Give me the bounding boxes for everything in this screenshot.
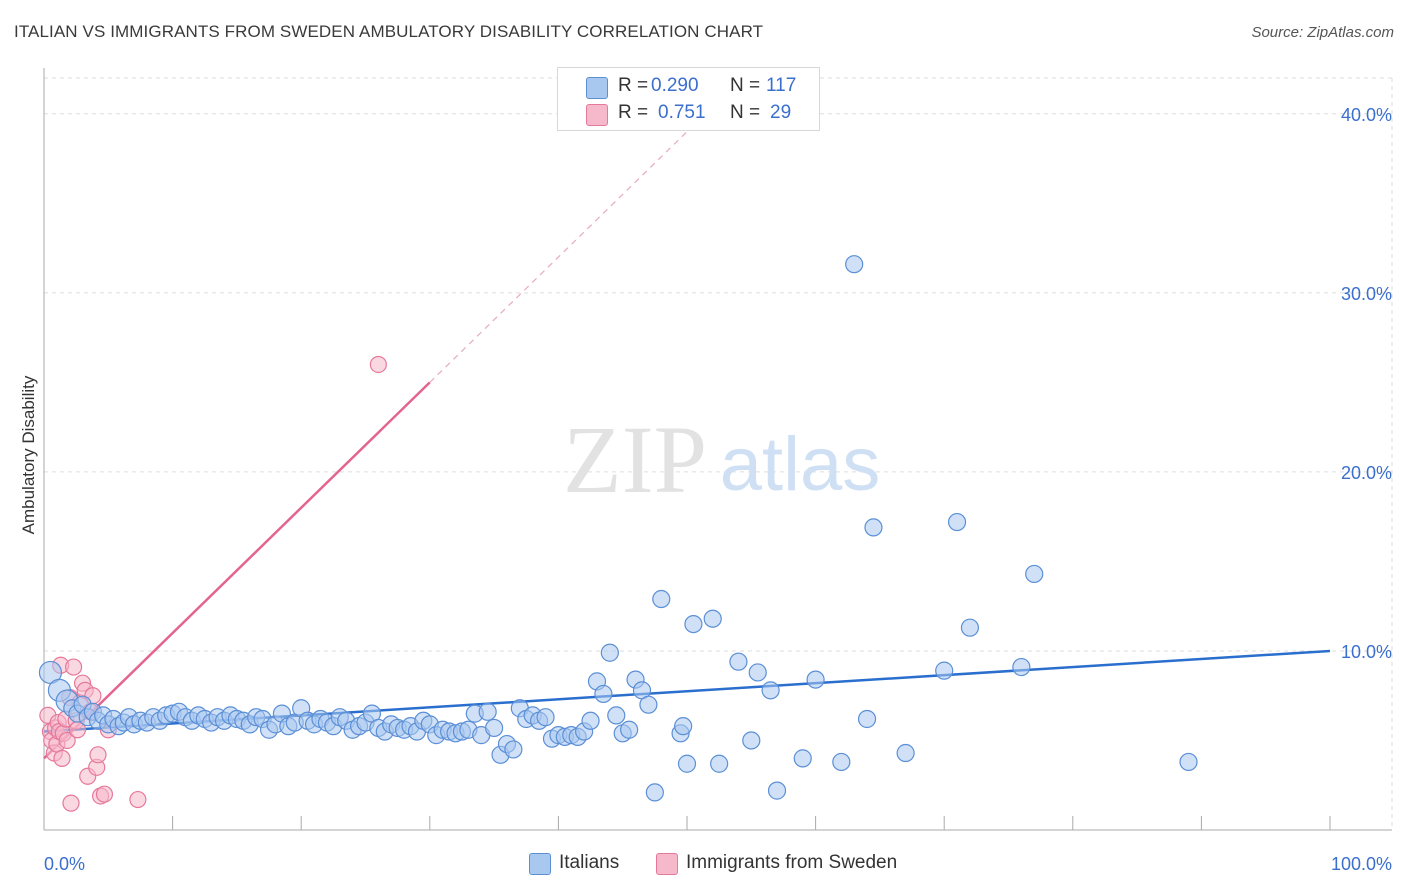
correlation-legend: R = 0.290 N = 117 R = 0.751 N = 29	[557, 67, 820, 131]
tick-labels: 10.0% 20.0% 30.0% 40.0% 0.0% 100.0%	[44, 105, 1392, 874]
italians-point	[684, 614, 703, 634]
sweden-point	[129, 790, 147, 809]
italians-point	[620, 720, 639, 739]
italians-point	[806, 670, 825, 689]
italians-point	[652, 589, 671, 609]
r-value: 0.751	[658, 102, 706, 123]
italians-point	[536, 708, 555, 727]
italians-point	[710, 754, 729, 773]
italians-point	[581, 711, 600, 730]
sweden-trend-line	[43, 381, 431, 760]
n-label: N =	[730, 75, 761, 96]
chart-title: ITALIAN VS IMMIGRANTS FROM SWEDEN AMBULA…	[14, 22, 764, 41]
sweden-point	[64, 658, 83, 676]
italians-point	[674, 717, 693, 736]
axes	[43, 68, 1392, 831]
italians-point	[742, 731, 761, 750]
x-tick-label: 100.0%	[1331, 854, 1392, 874]
italians-swatch	[529, 853, 551, 875]
sweden-points	[39, 355, 387, 812]
italians-point	[947, 512, 967, 532]
n-label: N =	[730, 102, 761, 123]
italians-point	[767, 781, 787, 800]
r-value: 0.290	[651, 75, 699, 96]
sweden-point	[89, 746, 107, 764]
sweden-point	[53, 749, 71, 767]
italians-point	[607, 706, 626, 725]
italians-point	[935, 661, 954, 680]
x-tick-label: 0.0%	[44, 854, 85, 874]
italians-point	[729, 652, 748, 671]
italians-point	[1025, 564, 1044, 584]
y-tick-label: 10.0%	[1341, 642, 1392, 662]
italians-point	[960, 618, 980, 637]
italians-point	[639, 695, 658, 714]
sweden-point	[95, 785, 114, 803]
italians-swatch	[586, 77, 608, 99]
watermark-atlas: atlas	[720, 422, 881, 507]
italians-point	[485, 718, 504, 738]
y-axis-label: Ambulatory Disability	[19, 375, 38, 534]
n-value: 29	[770, 102, 792, 123]
sweden-swatch	[586, 104, 608, 126]
italians-point	[748, 663, 767, 682]
italians-point	[703, 609, 722, 628]
series-legend: Italians Immigrants from Sweden	[0, 850, 1406, 878]
y-tick-label: 30.0%	[1341, 284, 1392, 304]
italians-point	[1012, 657, 1031, 677]
legend-label: Immigrants from Sweden	[686, 852, 898, 873]
sweden-trend-extension	[429, 131, 688, 383]
legend-label: Italians	[559, 852, 620, 873]
italians-point	[677, 754, 697, 773]
sweden-point	[58, 731, 76, 750]
italians-point	[857, 709, 877, 729]
source-credit: Source: ZipAtlas.com	[1251, 24, 1394, 41]
italians-point	[478, 702, 497, 721]
sweden-point	[369, 355, 387, 374]
r-label: R =	[618, 102, 649, 123]
italians-point	[845, 255, 864, 274]
italians-point	[761, 681, 780, 700]
italians-point	[504, 740, 523, 759]
r-label: R =	[618, 75, 649, 96]
italians-points	[38, 255, 1198, 802]
italians-point	[594, 684, 613, 704]
n-value: 117	[766, 75, 797, 96]
italians-point	[832, 752, 851, 772]
sweden-point	[62, 794, 80, 812]
y-tick-label: 40.0%	[1341, 105, 1392, 125]
italians-point	[864, 518, 883, 537]
watermark-zip: ZIP	[563, 406, 707, 513]
italians-point	[896, 743, 915, 763]
italians-point	[645, 783, 664, 802]
italians-point	[1179, 752, 1198, 772]
italians-point	[793, 749, 812, 768]
italians-point	[600, 643, 619, 662]
sweden-swatch	[656, 853, 678, 875]
y-tick-label: 20.0%	[1341, 463, 1392, 483]
watermark: ZIP atlas	[563, 406, 880, 513]
